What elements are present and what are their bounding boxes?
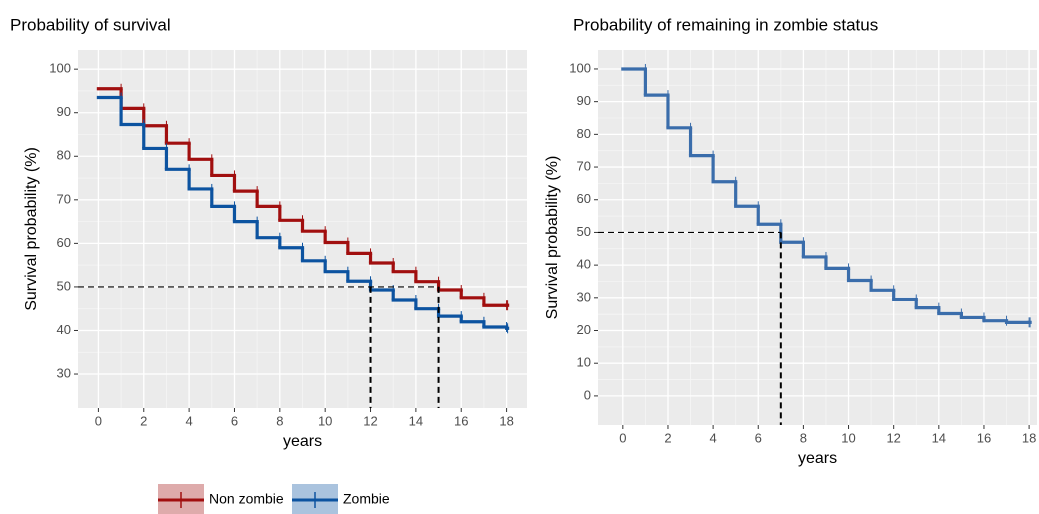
legend-label: Zombie — [343, 491, 390, 507]
legend-label: Non zombie — [209, 491, 284, 507]
y-tick-label: 70 — [57, 191, 71, 206]
y-tick-label: 90 — [577, 93, 591, 108]
x-tick-label: 18 — [1022, 430, 1036, 445]
legend-item: Zombie — [292, 484, 390, 514]
x-tick-label: 2 — [664, 430, 671, 445]
y-tick-label: 50 — [577, 224, 591, 239]
x-axis-title: years — [798, 450, 837, 467]
y-axis-title: Survival probability (%) — [23, 147, 40, 311]
x-tick-label: 18 — [499, 413, 513, 428]
y-tick-label: 100 — [569, 60, 591, 75]
x-tick-label: 14 — [932, 430, 946, 445]
x-tick-label: 2 — [140, 413, 147, 428]
y-tick-label: 60 — [57, 235, 71, 250]
x-tick-label: 8 — [800, 430, 807, 445]
y-tick-label: 100 — [49, 61, 71, 76]
y-tick-label: 60 — [577, 191, 591, 206]
y-tick-label: 50 — [57, 278, 71, 293]
x-tick-label: 14 — [409, 413, 423, 428]
y-tick-label: 90 — [57, 104, 71, 119]
y-tick-label: 80 — [57, 148, 71, 163]
y-tick-label: 40 — [577, 257, 591, 272]
x-tick-label: 0 — [619, 430, 626, 445]
chart-title: Probability of remaining in zombie statu… — [573, 15, 878, 34]
x-tick-label: 4 — [709, 430, 716, 445]
y-tick-label: 80 — [577, 126, 591, 141]
x-tick-label: 6 — [231, 413, 238, 428]
x-tick-label: 16 — [454, 413, 468, 428]
plot-background — [598, 50, 1037, 425]
chart-title: Probability of survival — [10, 15, 171, 34]
x-tick-label: 0 — [95, 413, 102, 428]
y-tick-label: 30 — [577, 289, 591, 304]
x-tick-label: 16 — [977, 430, 991, 445]
y-tick-label: 40 — [57, 322, 71, 337]
y-tick-label: 0 — [584, 387, 591, 402]
x-tick-label: 4 — [185, 413, 192, 428]
legend-item: Non zombie — [158, 484, 284, 514]
x-tick-label: 10 — [318, 413, 332, 428]
x-axis-title: years — [283, 433, 322, 450]
y-tick-label: 10 — [577, 355, 591, 370]
y-axis-title: Survival probability (%) — [544, 156, 561, 320]
x-tick-label: 6 — [755, 430, 762, 445]
x-tick-label: 10 — [841, 430, 855, 445]
x-tick-label: 12 — [363, 413, 377, 428]
x-tick-label: 8 — [276, 413, 283, 428]
y-tick-label: 20 — [577, 322, 591, 337]
y-tick-label: 30 — [57, 365, 71, 380]
y-tick-label: 70 — [577, 158, 591, 173]
x-tick-label: 12 — [886, 430, 900, 445]
